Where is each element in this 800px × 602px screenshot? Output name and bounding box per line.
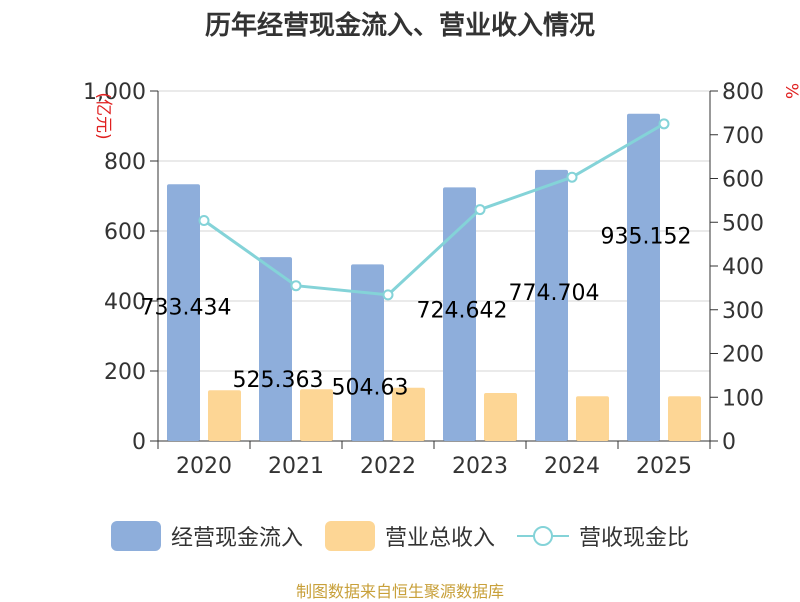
bar-cash-inflow [351, 264, 384, 441]
legend-swatch-revenue [324, 521, 375, 551]
y-left-tick-label: 200 [104, 360, 146, 385]
bar-cash-inflow [167, 184, 200, 441]
legend-swatch-ratio [517, 521, 569, 551]
data-label-cash-inflow: 525.363 [233, 368, 324, 393]
bar-cash-inflow [627, 113, 660, 441]
y-right-tick-label: 500 [722, 211, 764, 236]
legend-label-revenue: 营业总收入 [384, 526, 495, 551]
legend-item-ratio[interactable]: 营收现金比 [517, 520, 689, 552]
legend-label-cash-inflow: 经营现金流入 [170, 526, 303, 551]
source-footer: 制图数据来自恒生聚源数据库 [295, 582, 504, 601]
chart-title: 历年经营现金流入、营业收入情况 [205, 10, 595, 41]
point-ratio [382, 289, 394, 301]
bar-revenue [208, 390, 241, 441]
bar-revenue [300, 389, 333, 441]
y-left-tick-label: 600 [104, 220, 146, 245]
legend: 经营现金流入 营业总收入 营收现金比 [0, 516, 800, 556]
legend-label-ratio: 营收现金比 [579, 526, 690, 551]
data-label-cash-inflow: 504.63 [332, 375, 409, 400]
bar-cash-inflow [535, 169, 568, 441]
bar-revenue [576, 396, 609, 441]
point-ratio [290, 280, 302, 292]
y-right-tick-label: 800 [722, 80, 764, 105]
y-left-tick-label: 0 [132, 430, 146, 455]
x-tick-label: 2025 [636, 454, 692, 479]
bar-revenue [484, 393, 517, 441]
bar-revenue [392, 387, 425, 441]
x-tick-label: 2021 [268, 454, 324, 479]
x-tick-label: 2022 [360, 454, 416, 479]
point-ratio [198, 215, 210, 226]
bar-cash-inflow [259, 257, 292, 441]
x-tick-label: 2023 [452, 454, 508, 479]
y-left-axis-label: (亿元) [93, 92, 113, 139]
point-ratio [658, 118, 670, 130]
y-right-tick-label: 200 [722, 343, 764, 368]
y-right-tick-label: 600 [722, 168, 764, 193]
y-right-tick-label: 700 [722, 124, 764, 149]
bar-cash-inflow [443, 187, 476, 441]
y-right-tick-label: 100 [722, 386, 764, 411]
y-left-tick-label: 400 [104, 290, 146, 315]
data-label-cash-inflow: 724.642 [417, 298, 508, 323]
data-label-cash-inflow: 774.704 [509, 281, 600, 306]
point-ratio [566, 171, 578, 183]
data-label-cash-inflow: 733.434 [141, 295, 232, 320]
x-tick-label: 2020 [176, 454, 232, 479]
line-ratio [203, 122, 665, 297]
point-ratio [474, 204, 486, 216]
y-left-tick-label: 1,000 [83, 80, 146, 105]
legend-swatch-cash-inflow [110, 521, 161, 551]
chart: 历年经营现金流入、营业收入情况 0 200 400 600 800 1,000 0 100 200… [83, 10, 800, 479]
y-right-axis-label: % [781, 83, 800, 99]
bar-revenue [668, 396, 701, 441]
x-tick-label: 2024 [544, 454, 600, 479]
y-right-tick-label: 300 [722, 299, 764, 324]
y-right-tick-label: 0 [722, 430, 736, 455]
y-left-tick-label: 800 [104, 150, 146, 175]
legend-item-cash-inflow[interactable]: 经营现金流入 [110, 520, 303, 552]
y-right-tick-label: 400 [722, 255, 764, 280]
data-label-cash-inflow: 935.152 [601, 225, 692, 250]
legend-item-revenue[interactable]: 营业总收入 [324, 520, 495, 552]
